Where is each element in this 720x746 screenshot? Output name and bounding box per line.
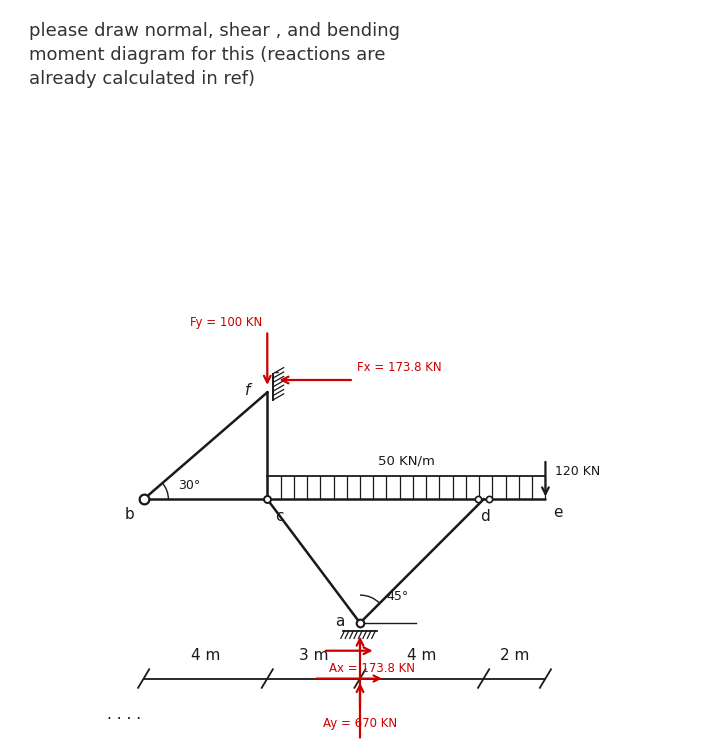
Text: 2 m: 2 m: [500, 648, 529, 663]
Text: 30°: 30°: [178, 479, 200, 492]
Text: 3 m: 3 m: [299, 648, 328, 663]
Text: 4 m: 4 m: [407, 648, 436, 663]
Text: a: a: [336, 614, 345, 629]
Text: b: b: [125, 507, 135, 522]
Text: c: c: [275, 509, 284, 524]
Text: Fx = 173.8 KN: Fx = 173.8 KN: [357, 361, 441, 374]
Text: 4 m: 4 m: [191, 648, 220, 663]
Text: please draw normal, shear , and bending
moment diagram for this (reactions are
a: please draw normal, shear , and bending …: [29, 22, 400, 87]
Text: 120 KN: 120 KN: [554, 465, 600, 478]
Text: d: d: [480, 509, 490, 524]
Text: . . . .: . . . .: [107, 706, 140, 722]
Text: Ay = 670 KN: Ay = 670 KN: [323, 717, 397, 730]
Text: 45°: 45°: [386, 590, 408, 603]
Text: 50 KN/m: 50 KN/m: [378, 454, 435, 468]
Text: Ax = 173.8 KN: Ax = 173.8 KN: [329, 662, 415, 674]
Text: Fy = 100 KN: Fy = 100 KN: [190, 316, 263, 329]
Text: -: -: [274, 365, 279, 380]
Text: e: e: [553, 506, 562, 521]
Text: f: f: [245, 383, 251, 398]
